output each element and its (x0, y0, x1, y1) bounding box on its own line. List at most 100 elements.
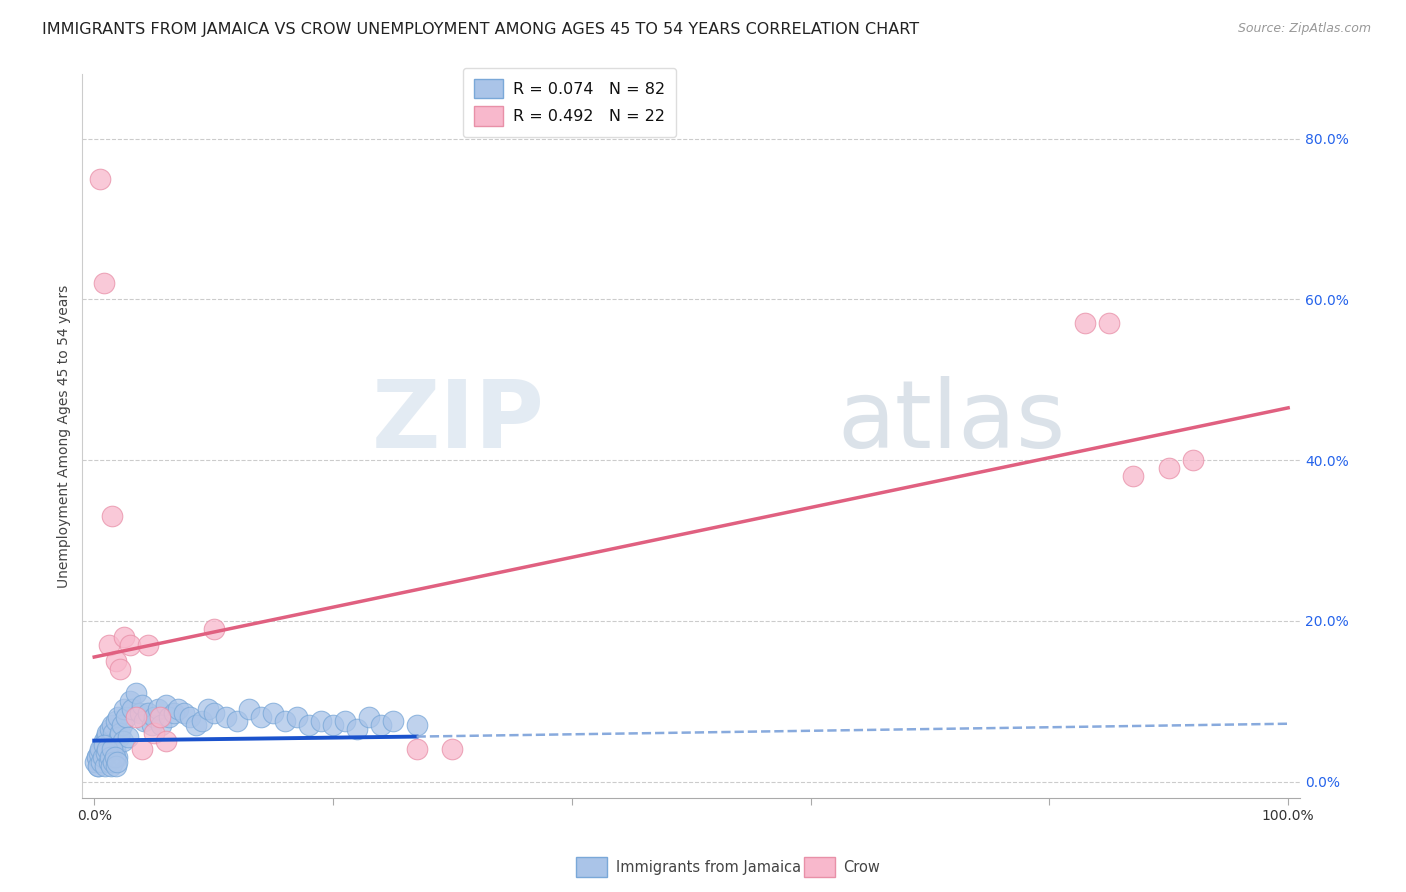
Point (93, 734, 115, 748)
Point (84, 755, 107, 769)
Point (101, 509, 124, 524)
Point (100, 758, 122, 772)
Point (105, 755, 128, 769)
Point (103, 755, 125, 769)
Point (155, 734, 177, 748)
Point (149, 710, 172, 724)
Point (142, 726, 165, 740)
Point (262, 706, 284, 721)
Point (86, 750, 108, 764)
Point (309, 714, 332, 729)
Point (159, 710, 181, 724)
Point (197, 702, 219, 716)
Point (98, 723, 121, 737)
Point (105, 750, 128, 764)
Point (405, 742, 427, 756)
Point (111, 734, 134, 748)
Point (90, 742, 112, 756)
Point (93, 739, 115, 753)
Point (136, 706, 159, 721)
Point (441, 742, 464, 756)
Point (131, 742, 153, 756)
Point (87, 747, 110, 761)
Legend: R = 0.074   N = 82, R = 0.492   N = 22: R = 0.074 N = 82, R = 0.492 N = 22 (463, 68, 676, 137)
Point (96, 742, 118, 756)
Point (97, 742, 120, 756)
Point (104, 654, 127, 668)
Point (111, 718, 134, 732)
Point (1074, 317, 1097, 331)
Point (98, 750, 121, 764)
Point (97, 755, 120, 769)
Point (163, 706, 186, 721)
Point (89, 171, 111, 186)
Point (117, 731, 139, 745)
Point (94, 750, 117, 764)
Point (94, 758, 117, 772)
Point (96, 747, 118, 761)
Text: IMMIGRANTS FROM JAMAICA VS CROW UNEMPLOYMENT AMONG AGES 45 TO 54 YEARS CORRELATI: IMMIGRANTS FROM JAMAICA VS CROW UNEMPLOY… (42, 22, 920, 37)
Point (96, 731, 118, 745)
Point (110, 662, 132, 676)
Point (128, 706, 150, 721)
Point (333, 714, 356, 729)
Point (1122, 469, 1144, 483)
Point (87, 758, 110, 772)
Point (346, 723, 368, 737)
Point (125, 710, 148, 724)
Point (104, 714, 127, 729)
Point (1098, 317, 1121, 331)
Point (110, 726, 132, 740)
Text: Source: ZipAtlas.com: Source: ZipAtlas.com (1237, 22, 1371, 36)
Point (202, 622, 225, 636)
Point (184, 718, 207, 732)
Point (285, 710, 308, 724)
Text: ZIP: ZIP (373, 376, 546, 467)
Point (100, 734, 122, 748)
Point (121, 702, 143, 716)
Point (96, 726, 118, 740)
Point (112, 702, 135, 716)
Point (179, 710, 201, 724)
Point (86, 750, 108, 764)
Point (226, 714, 249, 729)
Point (134, 714, 156, 729)
Point (166, 702, 188, 716)
Text: atlas: atlas (838, 376, 1066, 467)
Point (298, 718, 321, 732)
Point (91, 750, 114, 764)
Point (104, 758, 127, 772)
Point (155, 698, 177, 713)
Point (405, 718, 427, 732)
Point (370, 718, 392, 732)
Point (141, 718, 163, 732)
Point (89, 747, 111, 761)
Point (357, 710, 380, 724)
Point (107, 710, 129, 724)
Point (90, 755, 112, 769)
Text: Immigrants from Jamaica: Immigrants from Jamaica (616, 860, 801, 874)
Point (103, 742, 125, 756)
Point (214, 710, 236, 724)
Point (101, 718, 124, 732)
Point (91, 739, 114, 753)
Point (238, 702, 260, 716)
Point (103, 726, 125, 740)
Point (108, 731, 131, 745)
Point (274, 714, 297, 729)
Point (173, 706, 195, 721)
Point (118, 638, 141, 652)
Point (112, 630, 135, 644)
Point (1157, 461, 1180, 475)
Point (250, 710, 273, 724)
Point (202, 706, 225, 721)
Point (87, 755, 110, 769)
Point (87, 758, 110, 772)
Point (115, 710, 138, 724)
Point (150, 718, 173, 732)
Point (381, 714, 404, 729)
Point (125, 686, 148, 700)
Point (322, 718, 344, 732)
Point (190, 714, 212, 729)
Point (1181, 453, 1204, 467)
